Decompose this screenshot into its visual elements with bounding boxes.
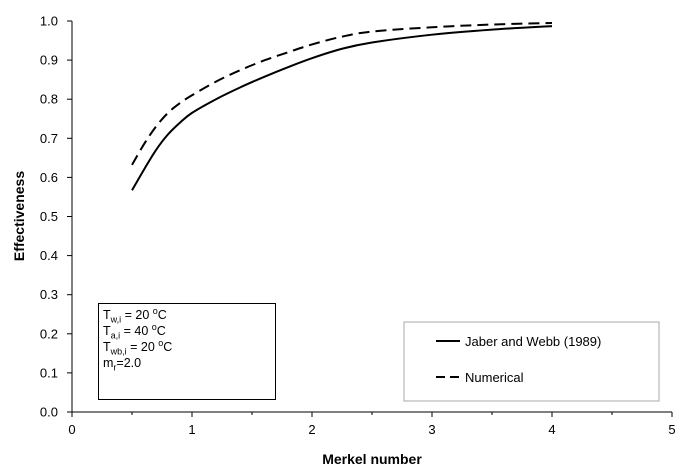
x-tick-label: 2 — [308, 422, 315, 437]
condition-wet-bulb-temp: Twb,i = 20 oC — [103, 337, 173, 357]
legend: Jaber and Webb (1989) Numerical — [403, 321, 660, 402]
y-tick-label: 1.0 — [40, 14, 58, 29]
y-tick-label: 0.3 — [40, 287, 58, 302]
y-tick-label: 0.0 — [40, 405, 58, 420]
condition-water-inlet-temp: Tw,i = 20 oC — [103, 305, 167, 325]
legend-label-numerical: Numerical — [465, 370, 524, 385]
x-tick-label: 4 — [548, 422, 555, 437]
x-tick-label: 0 — [68, 422, 75, 437]
y-tick-label: 0.4 — [40, 248, 58, 263]
y-tick-label: 0.5 — [40, 209, 58, 224]
y-tick-label: 0.6 — [40, 170, 58, 185]
legend-frame — [403, 321, 660, 402]
series-line-jaber-webb — [131, 25, 553, 191]
condition-mass-ratio: mr=2.0 — [103, 356, 142, 373]
condition-air-inlet-temp: Ta,i = 40 oC — [103, 321, 166, 341]
y-axis-title: Effectiveness — [11, 171, 27, 261]
x-tick-label: 1 — [188, 422, 195, 437]
legend-label-jaber-webb: Jaber and Webb (1989) — [465, 334, 601, 349]
y-tick-label: 0.8 — [40, 92, 58, 107]
x-tick-label: 5 — [668, 422, 675, 437]
y-tick-label: 0.1 — [40, 365, 58, 380]
x-axis-title: Merkel number — [322, 451, 422, 467]
y-tick-label: 0.2 — [40, 326, 58, 341]
conditions-box: Tw,i = 20 oC Ta,i = 40 oC Twb,i = 20 oC … — [98, 303, 276, 400]
x-tick-label: 3 — [428, 422, 435, 437]
series-line-numerical — [131, 21, 553, 166]
y-tick-label: 0.9 — [40, 53, 58, 68]
y-tick-label: 0.7 — [40, 131, 58, 146]
